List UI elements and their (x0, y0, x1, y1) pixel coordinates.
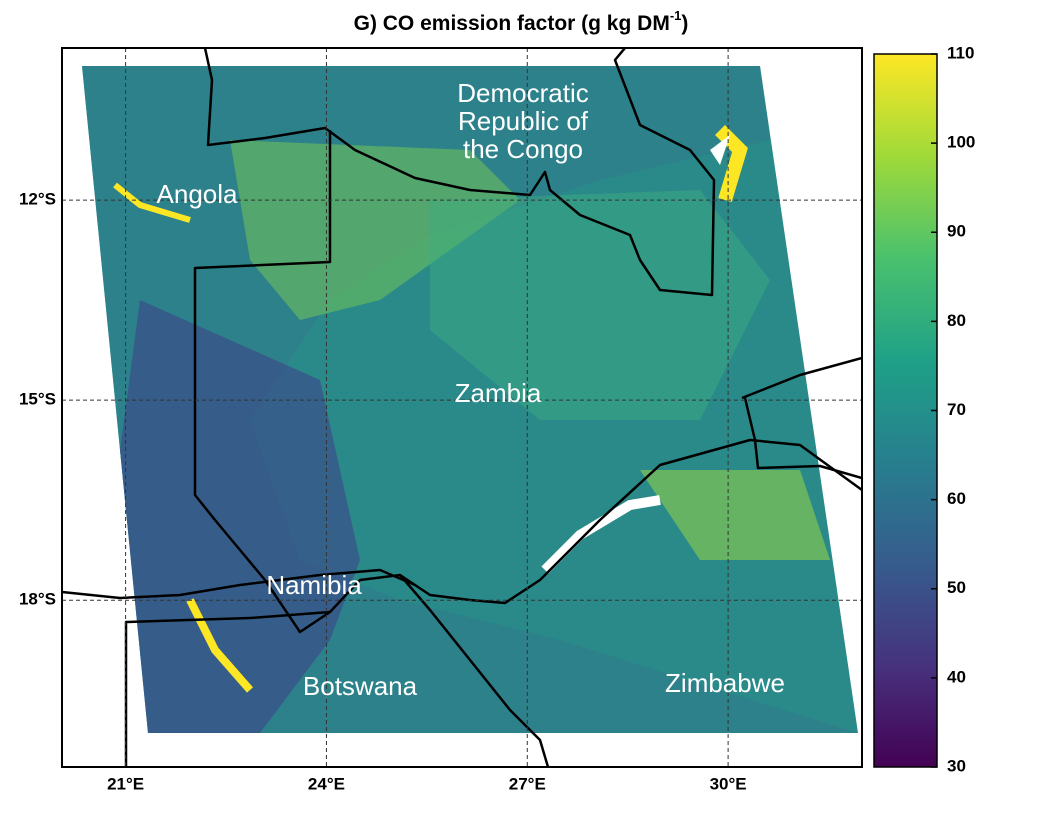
colorbar-tick-label: 70 (947, 400, 966, 419)
title-text: G) CO emission factor (g kg DM (354, 12, 670, 35)
country-label: Democratic (457, 78, 588, 108)
title-superscript: -1 (670, 8, 682, 23)
colorbar-tick-label: 40 (947, 667, 966, 686)
colorbar-tick-label: 30 (947, 756, 966, 775)
colorbar-tick-label: 80 (947, 311, 966, 330)
colorbar: 30 40 50 60 70 80 90 100 110 (874, 43, 975, 775)
country-label: Zimbabwe (665, 668, 785, 698)
country-label: Namibia (266, 570, 362, 600)
y-tick-label: 18°S (19, 590, 56, 609)
title-suffix: ) (681, 12, 688, 35)
figure: G) CO emission factor (g kg DM-1) 21°E 24… (0, 0, 1043, 809)
colorbar-tick-label: 100 (947, 133, 975, 152)
colorbar-tick-label: 60 (947, 489, 966, 508)
country-label: Angola (157, 179, 238, 209)
x-tick-label: 27°E (509, 774, 546, 793)
colorbar-tick-label: 90 (947, 222, 966, 241)
country-label: Botswana (303, 671, 418, 701)
x-tick-label: 24°E (308, 774, 345, 793)
country-label: the Congo (463, 134, 583, 164)
colorbar-scale (874, 54, 937, 767)
x-tick-label: 21°E (107, 774, 144, 793)
country-label: Zambia (455, 378, 542, 408)
y-tick-label: 15°S (19, 390, 56, 409)
country-label: Republic of (458, 106, 589, 136)
colorbar-tick-label: 110 (947, 43, 974, 62)
y-tick-label: 12°S (19, 190, 56, 209)
colorbar-tick-label: 50 (947, 578, 966, 597)
x-tick-label: 30°E (710, 774, 747, 793)
title: G) CO emission factor (g kg DM-1) (354, 8, 689, 34)
